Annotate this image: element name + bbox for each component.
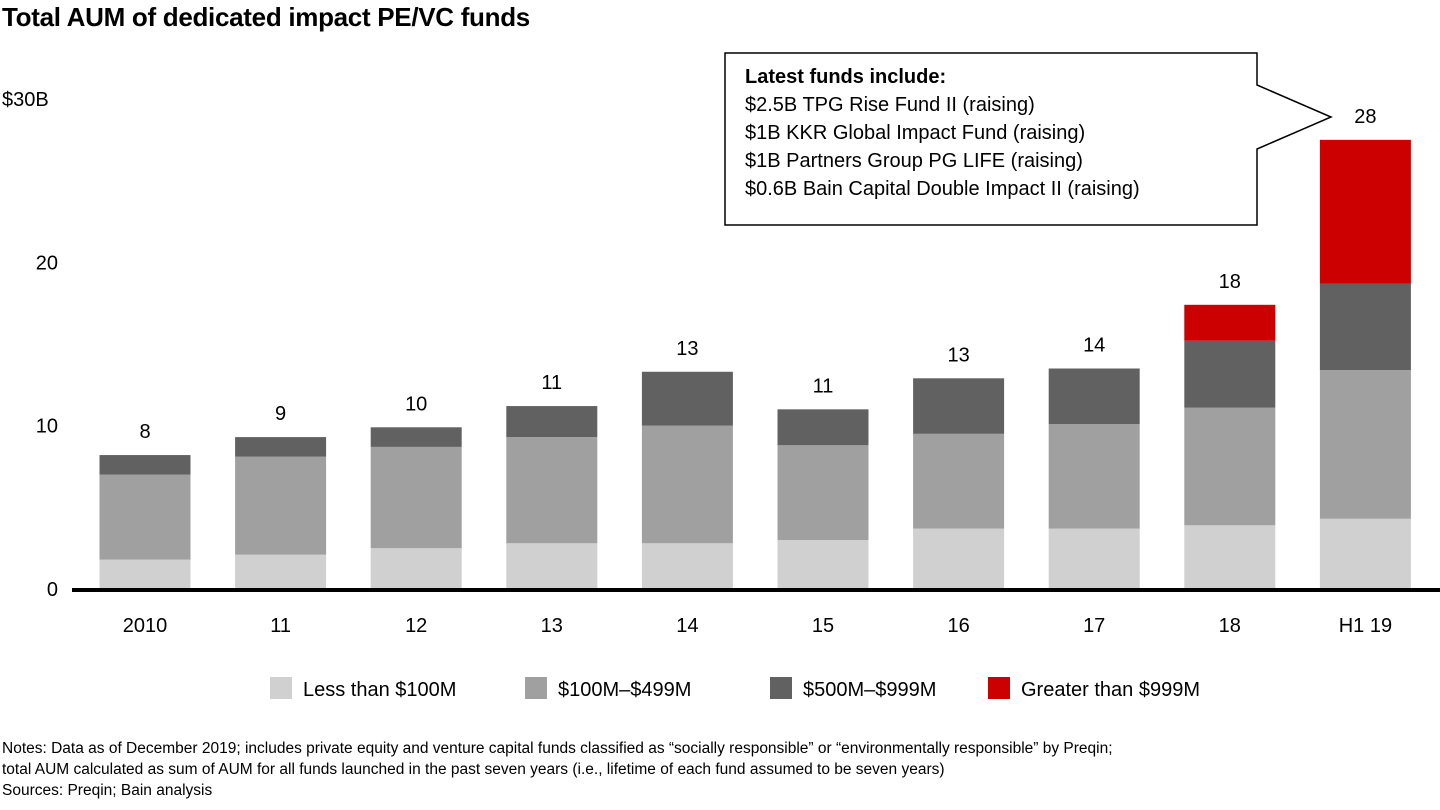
bar-stack <box>235 437 327 589</box>
x-tick-label: 18 <box>1219 615 1241 637</box>
bar-segment <box>1319 518 1411 589</box>
bar-segment <box>1048 528 1140 589</box>
y-tick-label: 0 <box>47 579 58 601</box>
x-tick-label: 14 <box>676 615 698 637</box>
bar-total-label: 13 <box>676 338 698 360</box>
callout-box <box>724 52 1333 226</box>
bar-segment <box>777 540 869 589</box>
bar-stack <box>1184 304 1276 589</box>
bar-total-label: 8 <box>139 421 150 443</box>
legend-label: Greater than $999M <box>1021 679 1200 701</box>
bar-segment <box>370 427 462 447</box>
callout-line: $1B Partners Group PG LIFE (raising) <box>745 150 1083 172</box>
legend-swatch <box>270 677 292 699</box>
legend-swatch <box>525 677 547 699</box>
bar-total-label: 18 <box>1219 271 1241 293</box>
bar-segment <box>777 445 869 540</box>
bar-segment <box>1319 370 1411 519</box>
y-tick-label: 10 <box>36 416 58 438</box>
bar-segment <box>913 378 1005 434</box>
bar-segment <box>913 433 1005 529</box>
bar-segment <box>1048 424 1140 529</box>
callout-line: $0.6B Bain Capital Double Impact II (rai… <box>745 178 1140 200</box>
bar-stack <box>1319 139 1411 589</box>
legend-label: Less than $100M <box>303 679 456 701</box>
bar-total-label: 28 <box>1354 106 1376 128</box>
legend-swatch <box>988 677 1010 699</box>
bar-total-label: 14 <box>1083 335 1105 357</box>
bar-stack <box>506 406 598 589</box>
bar-total-label: 10 <box>405 393 427 415</box>
bar-stack <box>777 409 869 589</box>
legend-label: $500M–$999M <box>803 679 936 701</box>
bar-segment <box>506 543 598 589</box>
bar-total-label: 9 <box>275 403 286 425</box>
bar-segment <box>641 543 733 589</box>
notes-line-2: total AUM calculated as sum of AUM for a… <box>2 761 945 778</box>
bar-segment <box>1184 304 1276 341</box>
annotation-callout: Latest funds include: $2.5B TPG Rise Fun… <box>724 52 1333 226</box>
legend-item: Greater than $999M <box>988 677 1200 701</box>
bar-segment <box>506 406 598 438</box>
bar-segment <box>641 371 733 426</box>
bar-segment <box>1184 407 1276 526</box>
chart-title: Total AUM of dedicated impact PE/VC fund… <box>2 2 530 32</box>
bar-segment <box>777 409 869 446</box>
bar-stack <box>641 371 733 589</box>
bar-stack <box>370 427 462 589</box>
bar-segment <box>370 548 462 589</box>
bar-segment <box>1184 525 1276 589</box>
x-tick-label: 15 <box>812 615 834 637</box>
bar-segment <box>235 437 327 457</box>
callout-heading: Latest funds include: <box>745 66 946 88</box>
callout-lines: $2.5B TPG Rise Fund II (raising) $1B KKR … <box>745 94 1140 200</box>
y-tick-label: 20 <box>36 252 58 274</box>
bar-segment <box>1319 139 1411 284</box>
bar-segment <box>99 559 191 589</box>
bar-stack <box>99 455 191 589</box>
callout-line: $2.5B TPG Rise Fund II (raising) <box>745 94 1035 116</box>
bar-segment <box>1319 283 1411 371</box>
bar-segment <box>913 528 1005 589</box>
bar-segment <box>1184 340 1276 408</box>
bar-segment <box>235 554 327 589</box>
bar-segment <box>506 437 598 544</box>
legend-item: $500M–$999M <box>770 677 936 701</box>
notes-line-1: Notes: Data as of December 2019; include… <box>2 740 1113 757</box>
bar-segment <box>235 456 327 555</box>
bar-total-label: 11 <box>813 375 834 397</box>
x-tick-label: 11 <box>270 615 291 637</box>
y-axis-ticks: 0 10 20 $30B <box>2 89 58 601</box>
callout-line: $1B KKR Global Impact Fund (raising) <box>745 122 1085 144</box>
legend: Less than $100M $100M–$499M $500M–$999M Gre… <box>270 677 1200 701</box>
x-axis-tick-labels: 2010 11 12 13 14 15 16 17 18 H1 19 <box>123 615 1392 637</box>
legend-label: $100M–$499M <box>558 679 691 701</box>
footnotes: Notes: Data as of December 2019; include… <box>2 738 1113 801</box>
x-tick-label: H1 19 <box>1339 615 1392 637</box>
bar-segment <box>370 446 462 549</box>
legend-item: Less than $100M <box>270 677 456 701</box>
bar-stack <box>1048 368 1140 589</box>
x-tick-label: 13 <box>541 615 563 637</box>
bar-segment <box>99 474 191 560</box>
bar-total-label: 13 <box>947 344 969 366</box>
bar-segment <box>99 455 191 475</box>
sources-line: Sources: Preqin; Bain analysis <box>2 782 213 799</box>
bars <box>99 139 1411 589</box>
x-tick-label: 16 <box>947 615 969 637</box>
y-tick-label: $30B <box>2 89 49 111</box>
bar-total-label: 11 <box>541 372 562 394</box>
x-tick-label: 2010 <box>123 615 168 637</box>
total-labels: 8 9 10 11 13 11 13 14 18 28 <box>139 106 1376 443</box>
legend-item: $100M–$499M <box>525 677 691 701</box>
bar-stack <box>913 378 1005 589</box>
x-tick-label: 17 <box>1083 615 1105 637</box>
bar-segment <box>1048 368 1140 425</box>
bar-segment <box>641 425 733 544</box>
legend-swatch <box>770 677 792 699</box>
x-tick-label: 12 <box>405 615 427 637</box>
